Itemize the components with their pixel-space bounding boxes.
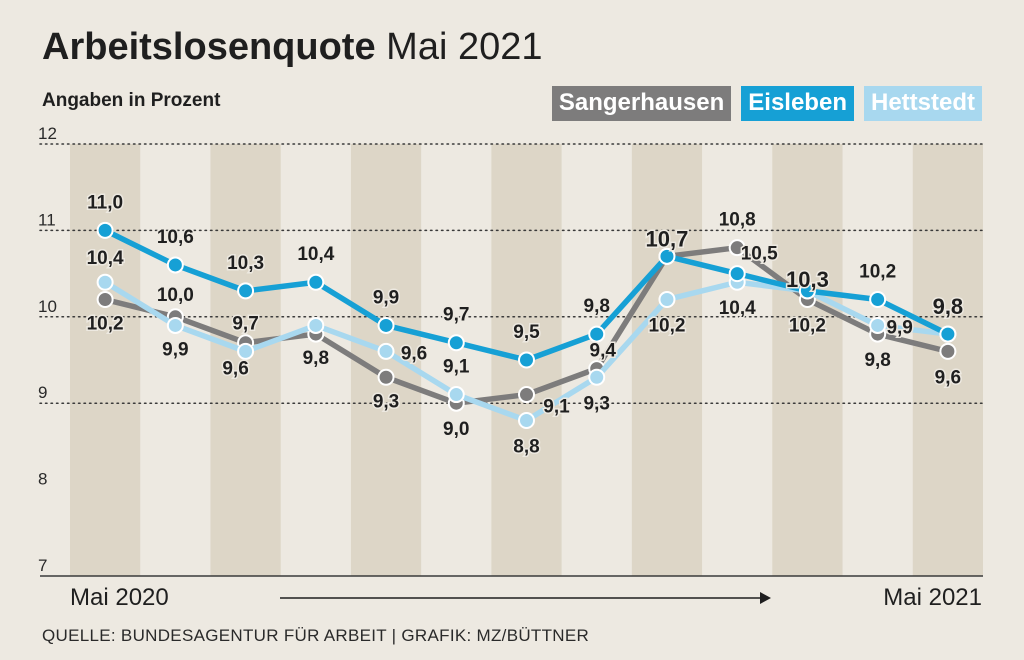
data-label-sangerhausen: 9,0 <box>443 419 469 440</box>
data-point-eisleben <box>728 265 746 283</box>
data-label-eisleben: 10,5 <box>741 244 778 265</box>
data-label-sangerhausen: 10,0 <box>157 285 194 306</box>
data-label-sangerhausen: 9,1 <box>543 397 570 418</box>
column-band <box>631 144 703 576</box>
legend-sangerhausen: Sangerhausen <box>551 86 732 121</box>
data-point-hettstedt <box>377 342 395 360</box>
legend-eisleben: Eisleben <box>741 86 854 121</box>
data-label-eisleben: 10,3 <box>227 253 264 274</box>
data-point-eisleben <box>658 247 676 265</box>
data-point-hettstedt <box>447 386 465 404</box>
data-label-sangerhausen: 10,8 <box>719 210 756 231</box>
data-point-hettstedt <box>658 291 676 309</box>
legend-hettstedt: Hettstedt <box>863 86 982 121</box>
data-label-sangerhausen: 9,3 <box>373 391 399 412</box>
data-point-eisleben <box>588 325 606 343</box>
data-label-sangerhausen: 10,2 <box>87 314 124 335</box>
data-point-hettstedt <box>96 273 114 291</box>
y-tick-label: 9 <box>38 383 47 402</box>
data-label-hettstedt: 9,3 <box>584 393 610 414</box>
data-label-eisleben: 9,9 <box>373 287 399 308</box>
data-point-eisleben <box>307 273 325 291</box>
y-tick-label: 12 <box>38 124 57 143</box>
chart-title-date: Mai 2021 <box>386 26 543 68</box>
data-label-hettstedt: 9,9 <box>162 339 188 360</box>
column-band <box>912 144 983 576</box>
y-tick-label: 7 <box>38 556 47 575</box>
data-point-sangerhausen <box>518 386 535 404</box>
chart-title-bold: Arbeitslosenquote <box>42 26 376 68</box>
data-label-eisleben: 9,7 <box>443 305 469 326</box>
data-label-hettstedt: 9,6 <box>401 343 427 364</box>
data-label-eisleben: 9,5 <box>513 322 540 343</box>
data-label-hettstedt: 10,4 <box>87 248 124 269</box>
data-label-eisleben: 10,4 <box>297 244 334 265</box>
data-point-eisleben <box>447 334 465 352</box>
data-label-eisleben: 10,7 <box>646 226 689 251</box>
x-end-label: Mai 2021 <box>883 584 982 611</box>
data-label-sangerhausen: 10,2 <box>789 316 826 337</box>
chart-subtitle: Angaben in Prozent <box>42 90 221 111</box>
data-point-eisleben <box>798 282 816 300</box>
data-point-eisleben <box>166 256 184 274</box>
data-point-sangerhausen <box>377 368 395 386</box>
data-label-hettstedt: 9,1 <box>443 357 470 378</box>
data-point-hettstedt <box>307 316 325 334</box>
data-label-hettstedt: 9,9 <box>886 317 912 338</box>
data-label-sangerhausen: 9,6 <box>935 367 961 388</box>
data-point-hettstedt <box>518 411 535 429</box>
x-start-label: Mai 2020 <box>70 584 169 611</box>
data-point-sangerhausen <box>939 342 957 360</box>
data-point-eisleben <box>939 325 957 343</box>
column-band <box>70 144 141 576</box>
column-band <box>210 144 281 576</box>
data-label-eisleben: 10,6 <box>157 227 194 248</box>
data-point-eisleben <box>377 316 395 334</box>
data-label-sangerhausen: 9,4 <box>590 341 617 362</box>
data-point-sangerhausen <box>96 291 114 309</box>
data-label-hettstedt: 10,2 <box>648 316 685 337</box>
data-label-eisleben: 9,8 <box>933 294 964 319</box>
y-tick-label: 11 <box>38 210 56 229</box>
data-label-hettstedt: 9,7 <box>232 313 258 334</box>
column-band <box>772 144 843 576</box>
data-point-hettstedt <box>237 342 255 360</box>
data-label-eisleben: 11,0 <box>87 192 123 213</box>
data-label-sangerhausen: 9,8 <box>303 348 329 369</box>
data-label-eisleben: 10,2 <box>859 262 896 283</box>
y-tick-label: 8 <box>38 470 47 489</box>
data-point-eisleben <box>518 351 535 369</box>
chart-title: Arbeitslosenquote Mai 2021 <box>42 26 543 69</box>
data-label-sangerhausen: 9,8 <box>864 350 890 371</box>
data-label-eisleben: 10,3 <box>786 267 829 292</box>
data-point-eisleben <box>869 291 887 309</box>
data-point-eisleben <box>237 282 255 300</box>
data-point-eisleben <box>96 221 114 239</box>
data-point-hettstedt <box>166 316 184 334</box>
data-label-sangerhausen: 9,6 <box>222 359 248 380</box>
data-label-hettstedt: 10,4 <box>719 298 756 319</box>
data-label-eisleben: 9,8 <box>584 296 610 317</box>
y-tick-label: 10 <box>38 297 57 316</box>
source-credit: QUELLE: BUNDESAGENTUR FÜR ARBEIT | GRAFI… <box>42 626 590 645</box>
legend: Sangerhausen Eisleben Hettstedt <box>551 86 982 121</box>
data-point-hettstedt <box>869 316 887 334</box>
time-arrow-head <box>760 592 771 604</box>
data-label-hettstedt: 8,8 <box>513 436 539 457</box>
data-point-hettstedt <box>588 368 606 386</box>
data-point-sangerhausen <box>728 239 746 257</box>
